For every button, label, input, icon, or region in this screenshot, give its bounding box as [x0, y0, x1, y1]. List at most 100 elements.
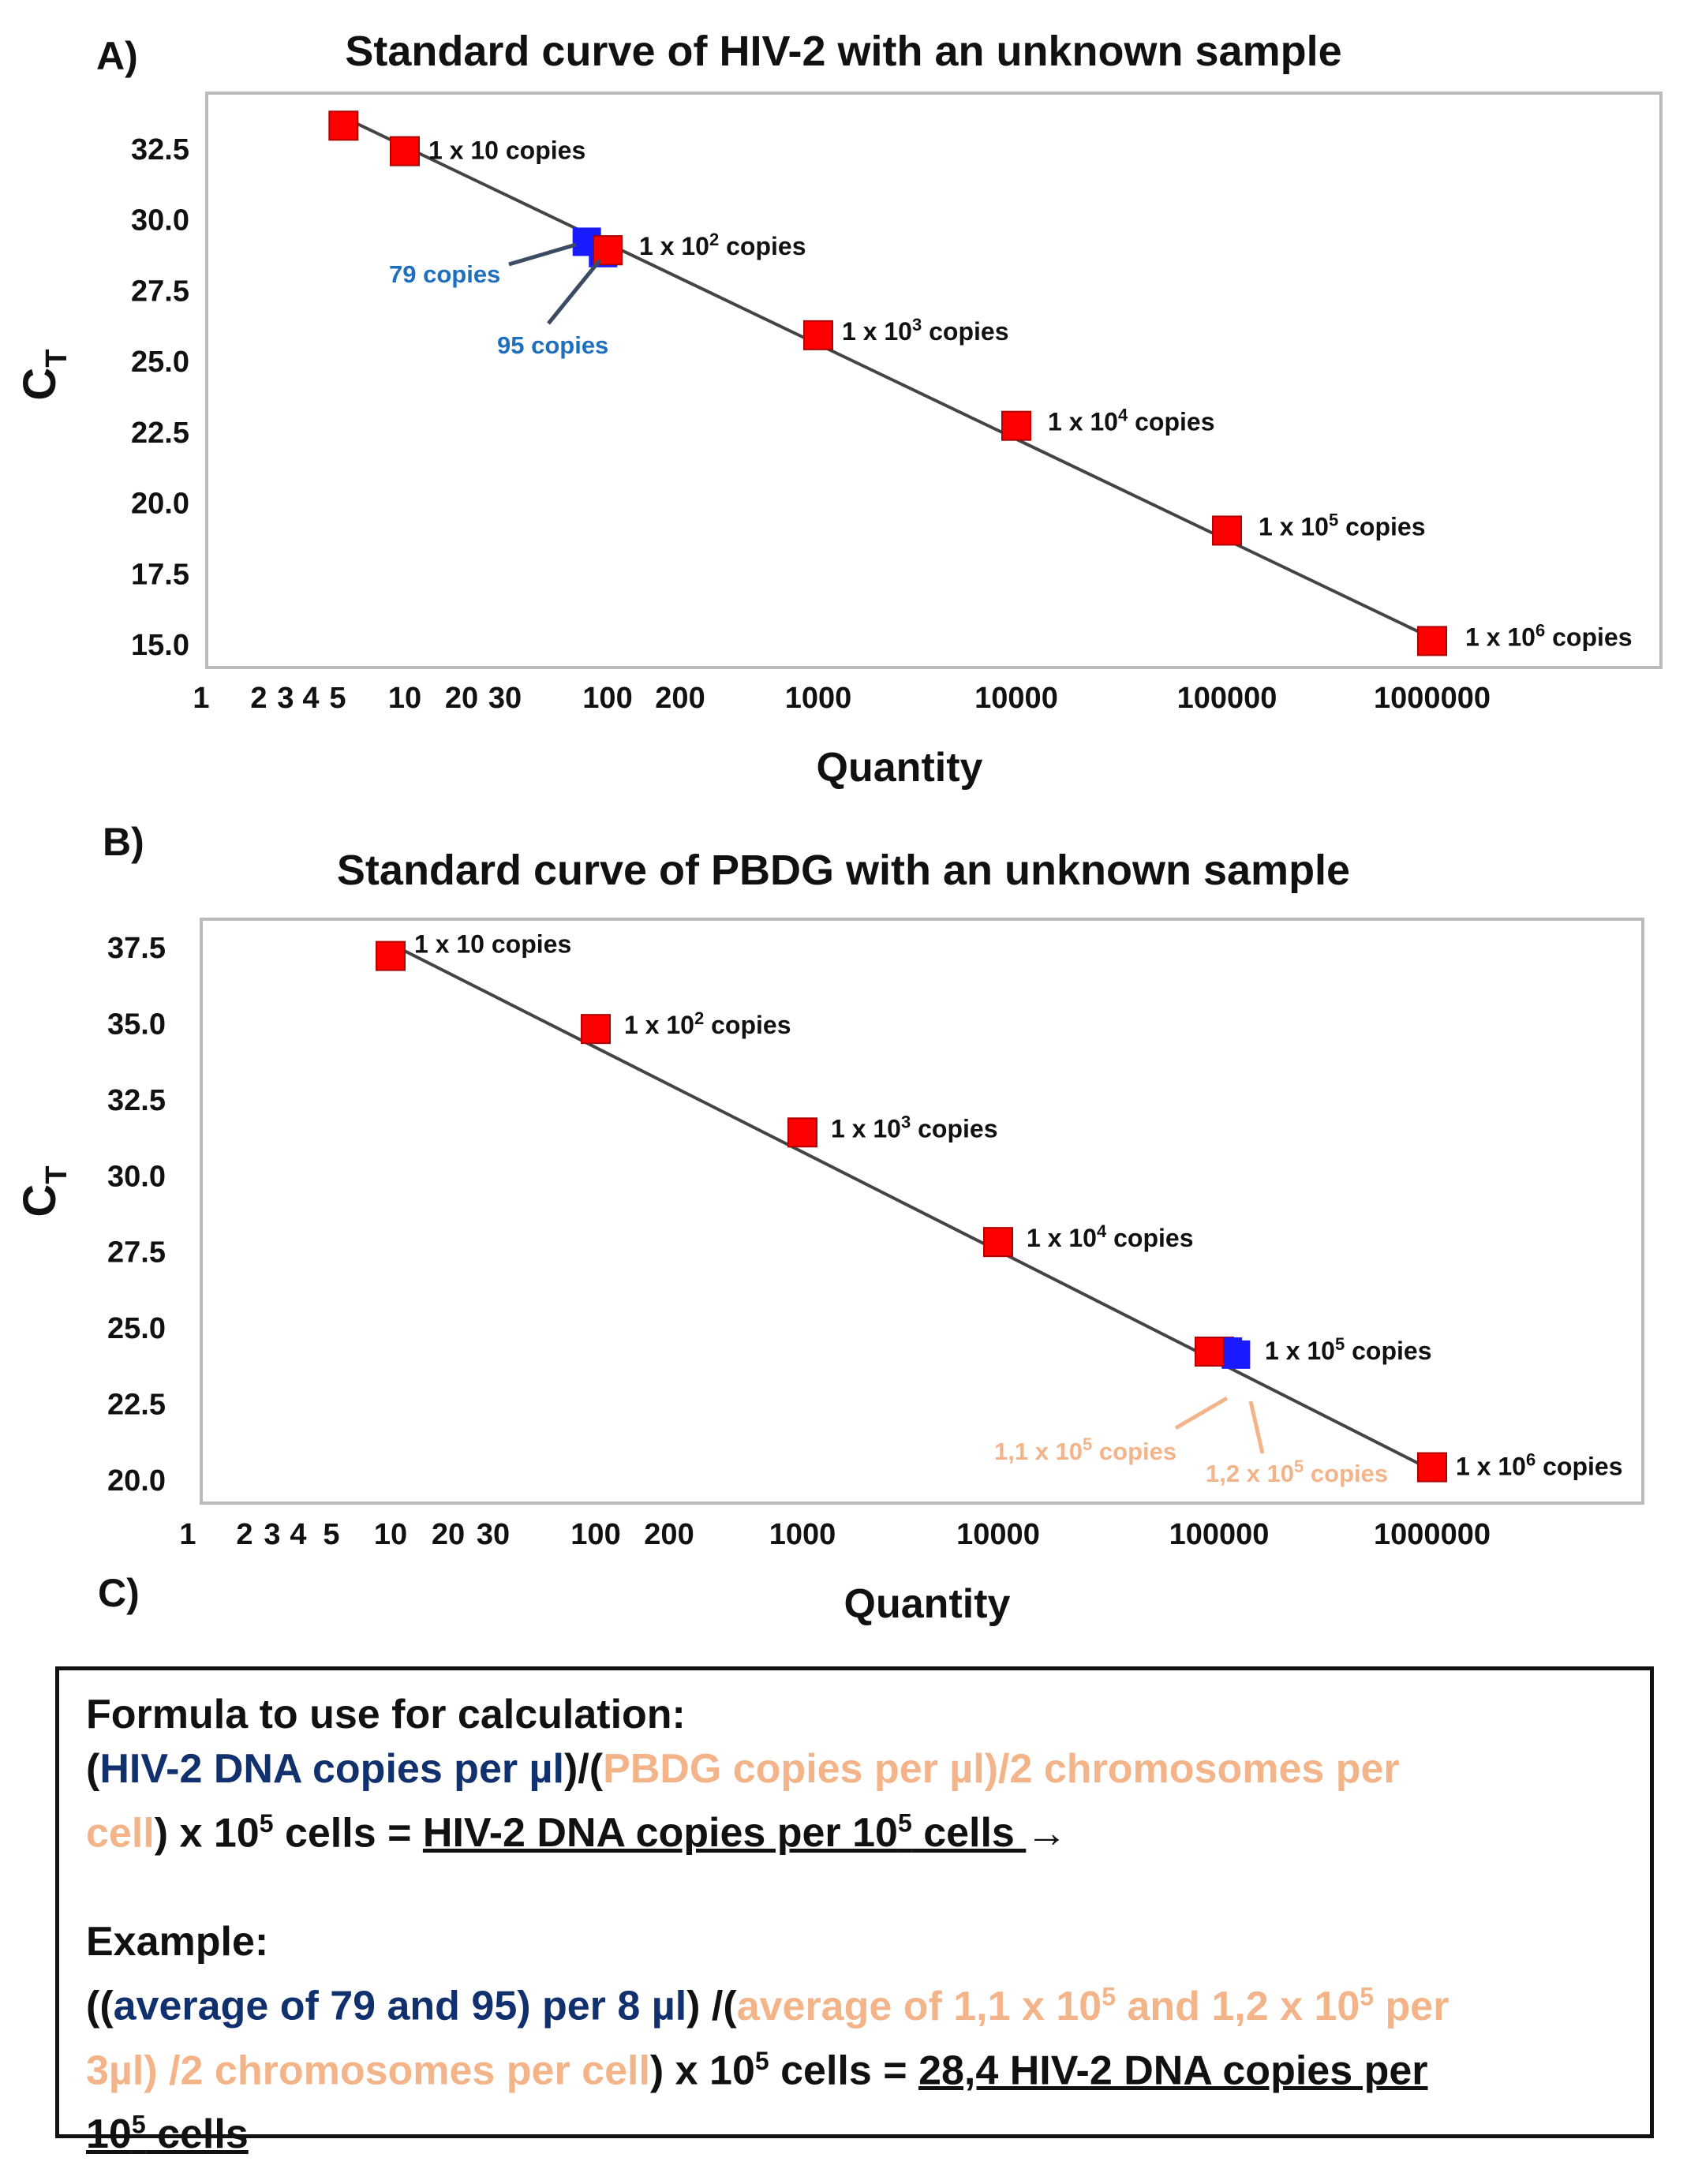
x-axis-label: Quantity: [817, 745, 983, 791]
y-tick-label: 22.5: [131, 417, 189, 450]
example-exponent: 5: [754, 2046, 769, 2075]
standard-point: [1417, 1452, 1447, 1483]
standard-point: [593, 235, 623, 266]
panel-c-letter: C): [98, 1571, 140, 1615]
panel-a-letter: A): [96, 34, 138, 78]
standard-point: [376, 941, 406, 971]
standard-point: [390, 136, 420, 166]
y-tick-label: 17.5: [131, 558, 189, 591]
y-tick-label: 22.5: [107, 1389, 166, 1422]
y-tick-label: 27.5: [107, 1236, 166, 1270]
x-tick-label: 30: [477, 1518, 510, 1551]
standard-point: [1417, 626, 1447, 656]
x-tick-label: 30: [488, 682, 522, 715]
x-tick-label: 200: [655, 682, 705, 715]
standard-point-label: 1 x 104 copies: [1027, 1221, 1193, 1252]
example-pbdg-text: average of 1,1 x 10: [736, 1983, 1102, 2029]
standard-point: [983, 1227, 1013, 1258]
formula-line-3: cell) x 105 cells = HIV-2 DNA copies per…: [86, 1797, 1623, 1861]
x-tick-label: 2: [236, 1518, 252, 1551]
standard-point-label: 1 x 104 copies: [1048, 406, 1214, 436]
y-tick-label: 35.0: [107, 1008, 166, 1041]
x-tick-label: 100000: [1169, 1518, 1270, 1551]
formula-text: (: [86, 1746, 100, 1792]
y-tick-label: 30.0: [107, 1160, 166, 1193]
standard-point: [1195, 1337, 1225, 1367]
formula-text: )/(: [563, 1746, 604, 1792]
y-tick-label: 30.0: [131, 204, 189, 237]
fit-line: [342, 115, 1433, 640]
x-axis-label: Quantity: [844, 1581, 1011, 1627]
example-text: ) /(: [686, 1983, 737, 2029]
x-tick-label: 3: [277, 682, 294, 715]
example-line-1: ((average of 79 and 95) per 8 µl) /(aver…: [86, 1969, 1623, 2033]
panel-b-letter: B): [103, 820, 144, 864]
x-tick-label: 20: [432, 1518, 465, 1551]
y-tick-label: 27.5: [131, 275, 189, 308]
fit-line: [390, 942, 1433, 1472]
example-text: ((: [86, 1983, 114, 2029]
standard-point-label: 1 x 102 copies: [624, 1008, 791, 1039]
x-tick-label: 1000: [769, 1518, 836, 1551]
example-exponent: 5: [1360, 1982, 1375, 2011]
annotation-leader-line: [1174, 1396, 1229, 1430]
formula-result: HIV-2 DNA copies per 105 cells: [422, 1809, 1027, 1857]
y-tick-label: 32.5: [107, 1084, 166, 1117]
formula-result-text: HIV-2 DNA copies per 10: [422, 1810, 898, 1857]
y-tick-label: 37.5: [107, 932, 166, 965]
standard-point-label: 1 x 106 copies: [1456, 1450, 1622, 1481]
standard-point-label: 1 x 103 copies: [842, 315, 1008, 346]
example-result-text: cells: [145, 2111, 249, 2158]
x-tick-label: 100: [582, 682, 632, 715]
unknown-point: [1221, 1340, 1251, 1369]
panel-a-title: Standard curve of HIV-2 with an unknown …: [345, 28, 1342, 75]
x-tick-label: 4: [302, 682, 319, 715]
y-tick-label: 15.0: [131, 629, 189, 662]
annotation-leader-line: [508, 242, 577, 267]
plot-frame: [205, 92, 1663, 669]
y-tick-label: 20.0: [107, 1464, 166, 1498]
x-tick-label: 1000000: [1374, 1518, 1491, 1551]
example-text: ) x 10: [649, 2047, 755, 2093]
standard-point: [803, 320, 833, 350]
x-tick-label: 2: [250, 682, 267, 715]
y-axis-label: CT: [14, 1165, 73, 1217]
unknown-point-label: 1,2 x 105 copies: [1206, 1457, 1388, 1487]
standard-point: [787, 1117, 817, 1148]
formula-result-text: cells: [911, 1810, 1027, 1857]
x-tick-label: 1: [179, 1518, 196, 1551]
example-exponent: 5: [1102, 1982, 1116, 2011]
panel-a-chart: 15.0 17.5 20.0 22.5 25.0 27.5 30.0 32.5 1 2 3 4 5 10 2…: [14, 92, 1663, 791]
unknown-point-label: 1,1 x 105 copies: [994, 1434, 1176, 1465]
x-tick-label: 1: [193, 682, 209, 715]
standard-point: [581, 1014, 611, 1045]
standard-point-label: 1 x 105 copies: [1265, 1334, 1431, 1365]
example-result-end: 105 cells: [86, 2111, 249, 2157]
formula-text: ) x 10: [154, 1810, 260, 1857]
x-tick-label: 1000: [785, 682, 852, 715]
annotation-leader-line: [547, 259, 601, 325]
x-tick-label: 4: [290, 1518, 306, 1551]
standard-point: [1212, 515, 1242, 546]
x-tick-label: 20: [445, 682, 478, 715]
x-tick-label: 100000: [1177, 682, 1277, 715]
y-tick-label: 20.0: [131, 488, 189, 521]
standard-point-label: 1 x 102 copies: [639, 230, 806, 260]
x-tick-label: 10: [374, 1518, 407, 1551]
x-tick-label: 10: [388, 682, 421, 715]
example-result-text: 10: [86, 2111, 132, 2158]
panel-b-chart: 20.0 22.5 25.0 27.5 30.0 32.5 35.0 37.5 1 2 3 4 5 10 2…: [14, 918, 1644, 1627]
formula-box: Formula to use for calculation: ( HIV-2 D…: [55, 1666, 1654, 2157]
standard-point: [1001, 410, 1031, 441]
example-line-2: 3µl) /2 chromosomes per cell) x 105 cell…: [86, 2034, 1623, 2098]
example-text: cells =: [769, 2047, 919, 2093]
arrow-right-icon: →: [1026, 1810, 1068, 1857]
formula-heading: Formula to use for calculation:: [86, 1692, 686, 1737]
formula-pbdg-term-end: cell: [86, 1810, 155, 1857]
unknown-point-label: 79 copies: [389, 260, 500, 288]
x-tick-label: 5: [329, 682, 346, 715]
x-tick-label: 1000000: [1374, 682, 1491, 715]
x-tick-label: 100: [570, 1518, 620, 1551]
example-result: 28,4 HIV-2 DNA copies per: [918, 2047, 1428, 2093]
unknown-point-label: 95 copies: [497, 331, 608, 359]
